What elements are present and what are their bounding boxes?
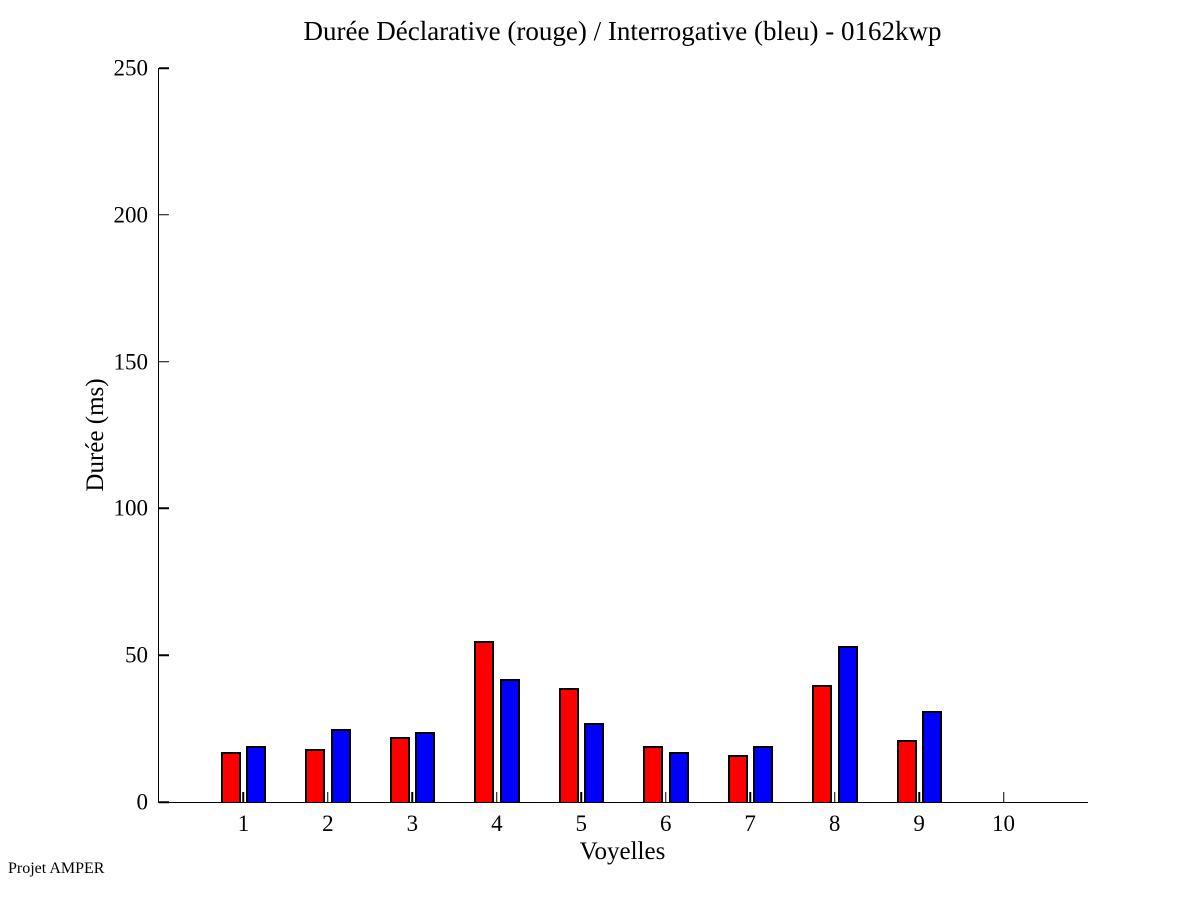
- x-tick: [327, 792, 329, 802]
- x-tick-label: 9: [913, 811, 925, 836]
- bar-interrogative-9: [922, 710, 943, 802]
- x-tick-label: 2: [322, 811, 334, 836]
- bar-interrogative-6: [668, 752, 689, 802]
- x-tick-label: 5: [575, 811, 588, 836]
- bar-declarative-8: [812, 684, 833, 802]
- x-axis-label: Voyelles: [579, 838, 666, 865]
- bar-interrogative-7: [753, 746, 774, 802]
- x-tick: [580, 792, 583, 802]
- x-tick: [664, 792, 667, 802]
- y-tick-label: 250: [113, 55, 149, 81]
- y-tick-label: 0: [136, 789, 149, 815]
- plot-area: 0 50 100 150 200 250 1 2 3 4 5 6 7 8 9 10: [114, 57, 1088, 835]
- y-tick-label: 200: [113, 202, 149, 228]
- y-tick: [159, 67, 169, 69]
- x-tick: [411, 792, 414, 802]
- y-tick: [159, 654, 169, 656]
- bar-declarative-2: [305, 749, 326, 802]
- x-tick-label: 10: [992, 811, 1016, 836]
- x-tick-label: 8: [828, 811, 841, 836]
- bar-interrogative-8: [837, 646, 858, 802]
- y-tick-label: 150: [113, 349, 149, 375]
- bar-declarative-9: [896, 740, 917, 802]
- y-tick-label: 100: [113, 495, 149, 521]
- bar-declarative-7: [727, 755, 748, 802]
- x-tick: [918, 792, 920, 802]
- chart-title: Durée Déclarative (rouge) / Interrogativ…: [303, 16, 942, 46]
- bar-interrogative-1: [246, 746, 267, 802]
- x-tick: [1002, 792, 1005, 802]
- x-tick: [496, 792, 498, 802]
- bar-interrogative-4: [499, 678, 520, 802]
- x-tick-label: 7: [744, 811, 756, 836]
- y-tick: [159, 214, 169, 216]
- bar-interrogative-2: [330, 728, 351, 802]
- x-tick-label: 3: [406, 811, 419, 836]
- bar-interrogative-5: [584, 722, 605, 802]
- y-tick-label: 50: [125, 642, 148, 668]
- bar-declarative-1: [220, 752, 241, 802]
- x-tick: [749, 792, 751, 802]
- bar-declarative-3: [389, 737, 410, 802]
- x-tick-label: 6: [659, 811, 672, 836]
- bar-declarative-6: [643, 746, 664, 802]
- project-credit: Projet AMPER: [8, 860, 105, 877]
- y-tick: [159, 360, 169, 363]
- x-tick: [833, 792, 836, 802]
- y-tick: [159, 801, 169, 803]
- x-tick-label: 4: [491, 811, 503, 836]
- y-tick: [159, 507, 169, 510]
- bar-declarative-4: [474, 640, 495, 802]
- x-tick: [242, 792, 245, 802]
- y-axis-label: Durée (ms): [82, 378, 109, 492]
- bar-interrogative-3: [415, 731, 436, 802]
- x-tick-label: 1: [237, 811, 250, 836]
- bar-declarative-5: [558, 687, 579, 802]
